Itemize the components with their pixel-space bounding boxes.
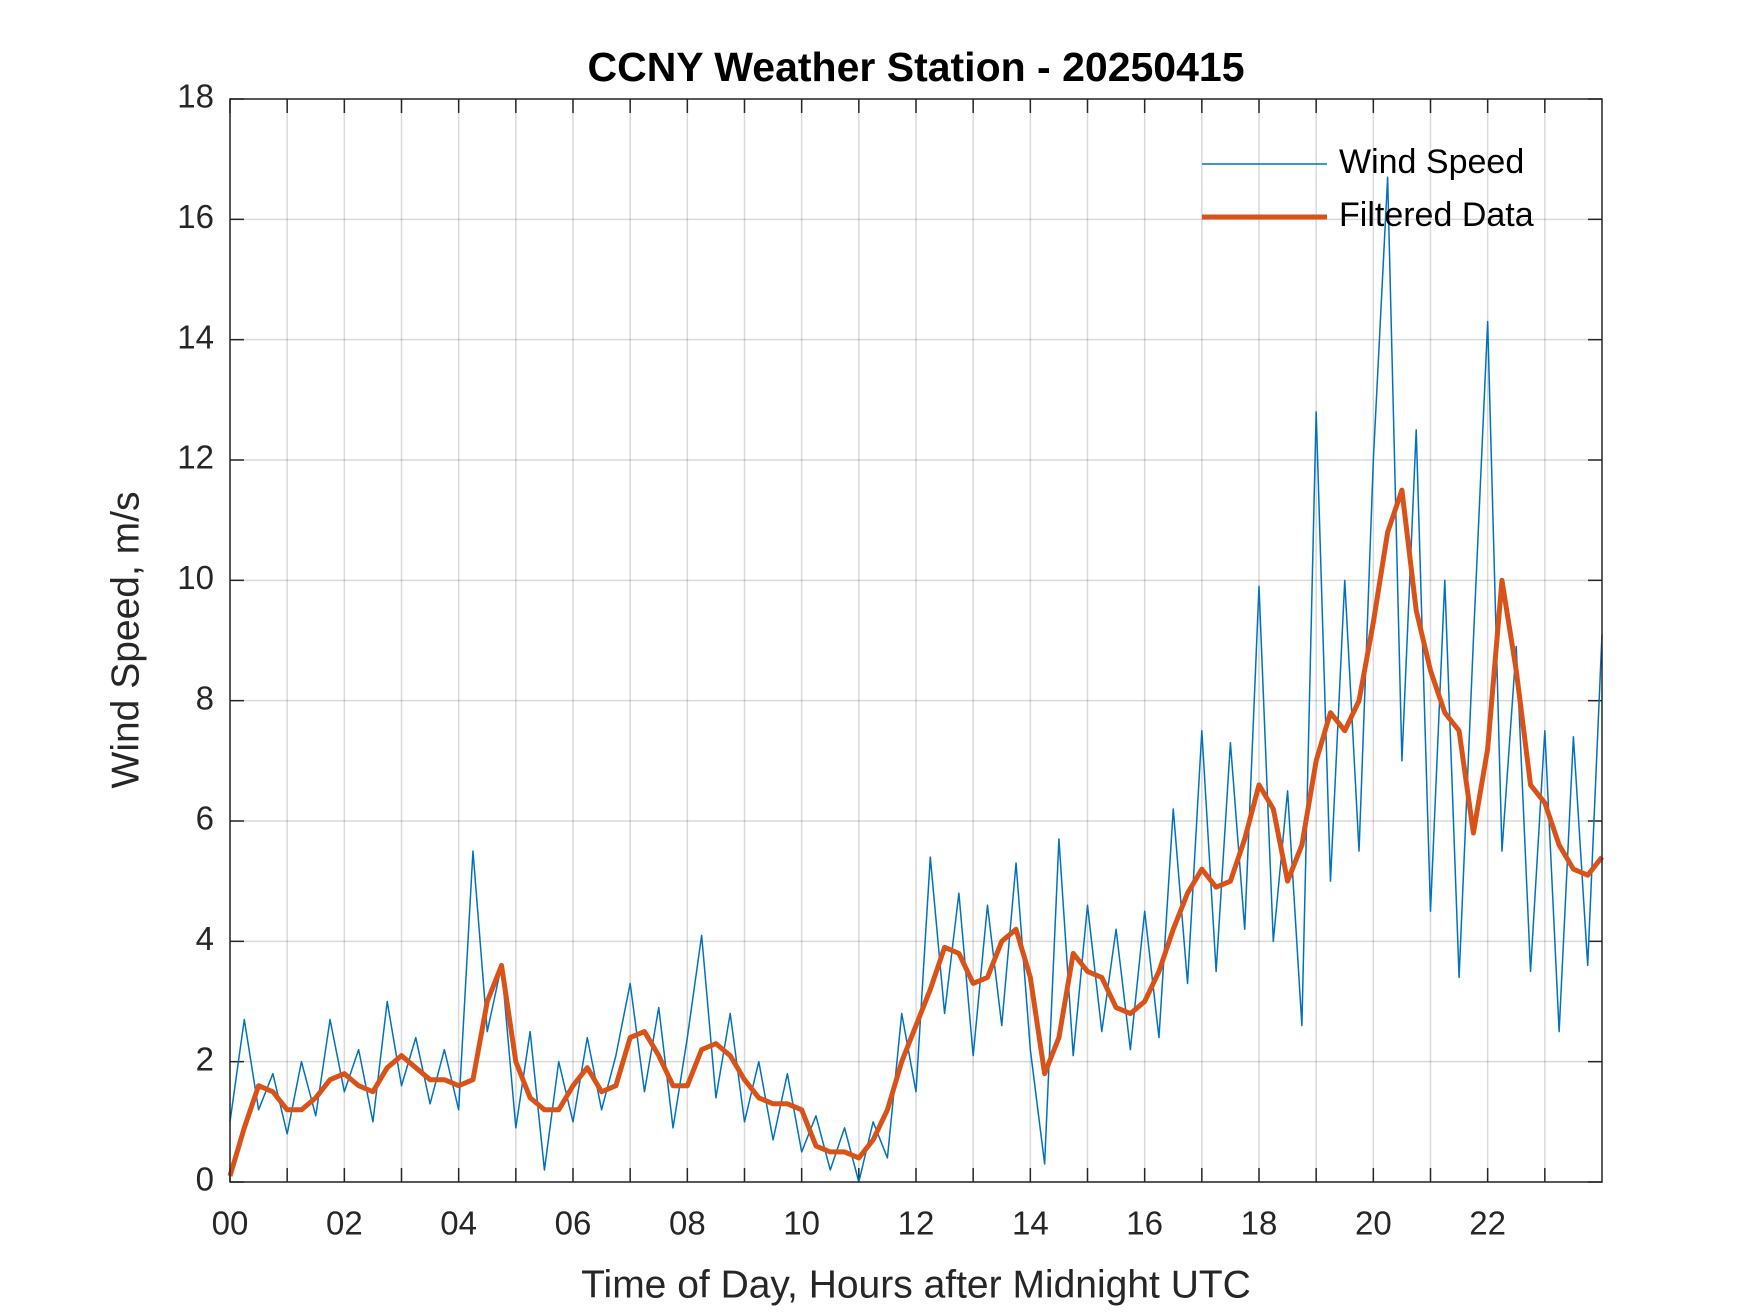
y-tick-label: 2 [196, 1040, 214, 1077]
plot-frame [229, 98, 1603, 1183]
x-tick-label: 14 [1012, 1205, 1049, 1242]
x-tick-label: 08 [669, 1205, 706, 1242]
x-tick-label: 06 [555, 1205, 592, 1242]
data-line [227, 487, 1604, 1177]
chart-title: CCNY Weather Station - 20250415 [587, 44, 1244, 90]
x-tick-label: 02 [326, 1205, 363, 1242]
y-tick-label: 16 [177, 198, 214, 235]
y-tick-label: 10 [177, 559, 214, 596]
y-axis-label: Wind Speed, m/s [104, 492, 147, 789]
x-tick-label: 12 [898, 1205, 935, 1242]
x-tick-label: 04 [440, 1205, 477, 1242]
y-tick-label: 14 [177, 318, 214, 355]
y-tick-label: 12 [177, 439, 214, 476]
x-tick-label: 10 [783, 1205, 820, 1242]
x-tick-label: 00 [212, 1205, 249, 1242]
y-tick-label: 4 [196, 920, 214, 957]
x-tick-label: 22 [1469, 1205, 1506, 1242]
legend-label: Filtered Data [1339, 196, 1534, 234]
y-tick-label: 18 [177, 78, 214, 115]
y-tick-label: 6 [196, 800, 214, 837]
data-line [229, 176, 1603, 1183]
x-tick-label: 18 [1241, 1205, 1278, 1242]
x-tick-label: 20 [1355, 1205, 1392, 1242]
legend-label: Wind Speed [1339, 143, 1524, 181]
x-axis-label: Time of Day, Hours after Midnight UTC [581, 1263, 1251, 1306]
y-tick-label: 0 [196, 1161, 214, 1198]
x-tick-label: 16 [1126, 1205, 1163, 1242]
y-tick-label: 8 [196, 679, 214, 716]
